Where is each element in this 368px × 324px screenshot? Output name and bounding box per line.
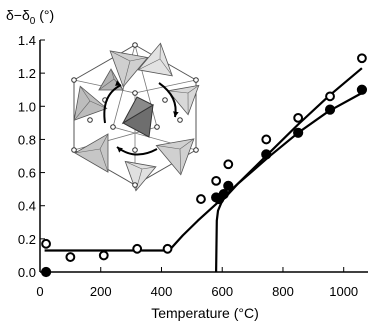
inset-rotation-arrow <box>103 84 122 124</box>
inset-tetra-edge <box>122 60 131 87</box>
data-point-open <box>223 159 234 170</box>
inset-tetra-edge <box>156 145 181 150</box>
framework-inset-diagram <box>71 42 200 192</box>
data-point-filled <box>324 104 336 115</box>
y-tick-label: 0.4 <box>18 199 36 214</box>
data-point-open <box>65 252 76 262</box>
y-tick-label: 1.2 <box>18 66 36 81</box>
inset-tetra-edge <box>74 148 101 154</box>
inset-vertex-circle <box>71 77 77 83</box>
y-tick-label: 1.0 <box>18 99 36 114</box>
y-tick-label: 0.8 <box>18 132 36 147</box>
inset-tetra-edge <box>79 86 91 102</box>
inset-tetrahedron <box>155 138 195 176</box>
y-axis-title: δ−δ0 (°) <box>6 7 54 27</box>
inset-tetra-edge <box>168 90 189 94</box>
y-axis-title-main: δ−δ <box>6 7 30 23</box>
inset-tetrahedron <box>137 42 173 77</box>
data-point-filled <box>218 189 229 200</box>
y-tick-label: 1.4 <box>18 33 36 48</box>
data-point-open <box>132 243 143 254</box>
inset-vertex-circle <box>177 117 183 123</box>
data-points <box>40 53 368 278</box>
inset-vertex-circle <box>193 77 199 83</box>
inset-tetra-edge <box>141 166 156 170</box>
y-tick-label: 0.0 <box>18 265 36 280</box>
inset-tetra-edge <box>138 58 161 71</box>
inset-tetra-edge <box>159 58 173 77</box>
data-point-filled <box>261 149 272 160</box>
inset-vertex-circle <box>71 147 77 153</box>
data-point-open <box>196 194 206 204</box>
inset-vertex-circle <box>154 124 160 130</box>
inset-vertex-circle <box>132 182 138 188</box>
inset-tetrahedron <box>73 85 108 121</box>
inset-tetra-edge <box>129 57 148 62</box>
inset-tetra-edge <box>110 68 115 80</box>
x-tick-label: 1000 <box>329 284 358 299</box>
inset-vertex-circle <box>132 90 138 96</box>
y-axis-title-unit: (°) <box>35 7 54 23</box>
inset-tetra-edge <box>179 148 182 175</box>
inset-vertex-circle <box>132 42 138 48</box>
inset-tetra-edge <box>187 85 199 94</box>
x-tick-label: 600 <box>211 284 233 299</box>
y-tick-label: 0.2 <box>18 232 36 247</box>
inset-tetra-edge <box>98 78 115 91</box>
inset-central-tetra-face <box>121 96 155 125</box>
data-point-open <box>325 91 335 102</box>
inset-tetrahedron <box>167 84 200 116</box>
data-point-open <box>98 250 109 261</box>
inset-vertex-circle <box>87 117 93 123</box>
axes <box>39 39 368 273</box>
inset-tetra-edge <box>110 50 131 62</box>
x-axis-title: Temperature (°C) <box>151 305 259 321</box>
inset-tetrahedron <box>74 133 109 173</box>
data-point-open <box>41 238 51 249</box>
inset-tetra-edge <box>99 133 109 150</box>
data-point-filled <box>293 127 304 138</box>
tick-labels: 0 200 400 600 800 1000 0.0 0.2 0.4 0.6 0.8 1.0 1.2 1.… <box>18 33 358 299</box>
data-point-open <box>211 175 222 186</box>
data-point-open <box>162 243 173 254</box>
inset-tetra-edge <box>179 138 195 150</box>
inset-tetrahedron <box>109 50 149 88</box>
inset-vertex-circle <box>162 97 168 103</box>
x-tick-label: 0 <box>36 284 43 299</box>
x-tick-label: 800 <box>272 284 294 299</box>
inset-frame-line <box>134 79 197 94</box>
y-axis-title-sub: 0 <box>30 16 36 27</box>
data-point-filled <box>356 84 368 95</box>
inset-tetra-edge <box>135 168 143 191</box>
y-tick-label: 0.6 <box>18 166 36 181</box>
inset-vertex-circle <box>193 147 199 153</box>
inset-tetra-edge <box>125 161 143 170</box>
inset-arrow-head <box>115 80 121 86</box>
fit-line-2 <box>215 92 363 273</box>
x-tick-label: 200 <box>90 284 112 299</box>
data-point-open <box>357 53 367 64</box>
x-tick-label: 400 <box>151 284 173 299</box>
inset-tetra-edge <box>73 100 91 121</box>
data-point-open <box>261 134 272 145</box>
inset-arrow-head <box>173 111 179 117</box>
inset-tetrahedron <box>124 160 157 192</box>
data-point-filled <box>223 180 234 191</box>
data-point-open <box>293 112 304 123</box>
inset-vertex-circle <box>132 147 138 153</box>
inset-arrow-head <box>117 147 123 153</box>
inset-tetra-edge <box>99 148 109 173</box>
inset-vertex-circle <box>110 124 116 130</box>
